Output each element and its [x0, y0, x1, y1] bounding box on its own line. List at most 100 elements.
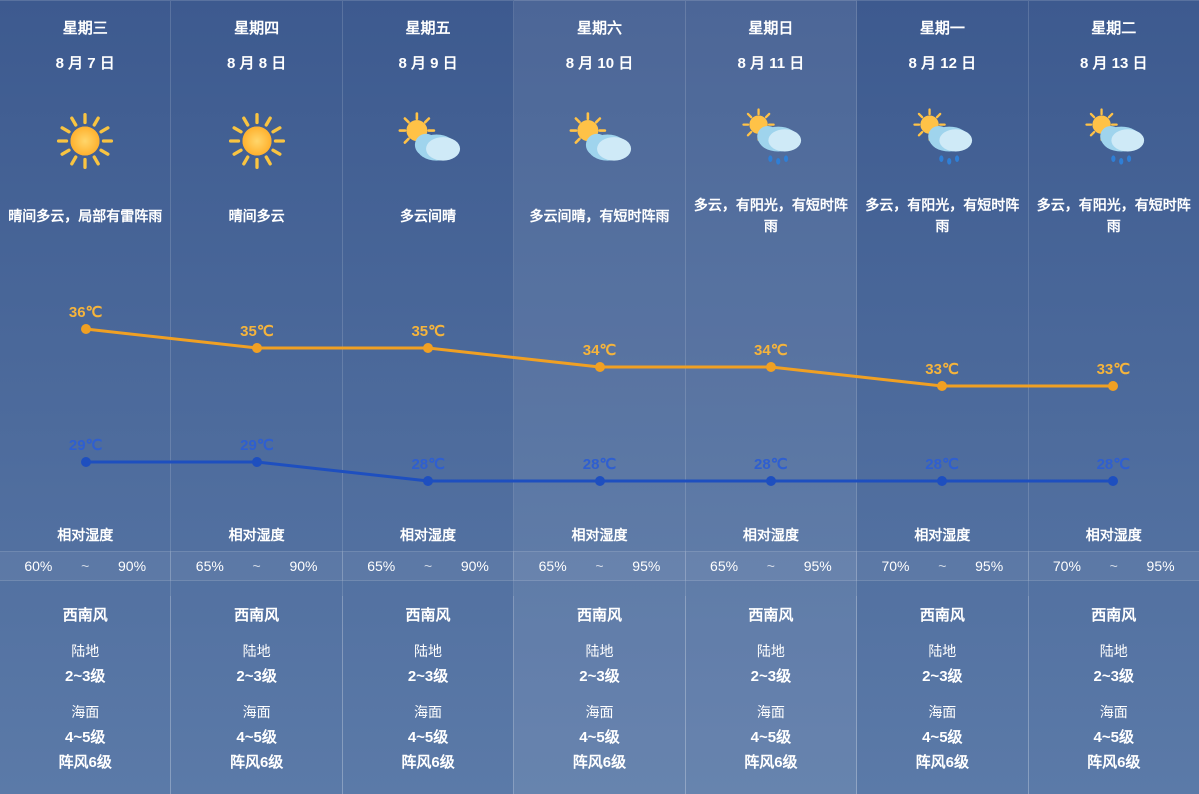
land-level: 2~3级: [751, 665, 791, 686]
humidity-heading: 相对湿度: [1086, 525, 1142, 545]
humidity-min: 70%: [881, 558, 909, 574]
wind-cell: 西南风 陆地 2~3级 海面 4~5级 阵风6级: [343, 596, 514, 794]
gust-level: 阵风6级: [916, 751, 969, 772]
weekday-label: 星期一: [920, 17, 965, 38]
wind-direction: 西南风: [920, 604, 965, 625]
humidity-cell: 65% ~95%: [514, 552, 685, 580]
date-label: 8 月 9 日: [398, 52, 457, 73]
sea-label: 海面: [243, 702, 271, 722]
gust-level: 阵风6级: [1087, 751, 1140, 772]
weather-icon: [392, 103, 464, 179]
land-label: 陆地: [71, 641, 99, 661]
weekday-label: 星期二: [1091, 17, 1136, 38]
humidity-cell: 70% ~95%: [857, 552, 1028, 580]
date-label: 8 月 10 日: [566, 52, 634, 73]
humidity-cell: 65% ~95%: [686, 552, 857, 580]
tilde: ~: [595, 558, 603, 574]
humidity-heading: 相对湿度: [743, 525, 799, 545]
tilde: ~: [767, 558, 775, 574]
weather-icon: [735, 103, 807, 179]
gust-level: 阵风6级: [573, 751, 626, 772]
humidity-row: 60%~90%65%~90%65%~90%65%~95%65%~95%70%~9…: [0, 551, 1199, 581]
tilde: ~: [1110, 558, 1118, 574]
gust-level: 阵风6级: [230, 751, 283, 772]
tilde: ~: [938, 558, 946, 574]
tilde: ~: [424, 558, 432, 574]
sea-label: 海面: [928, 702, 956, 722]
date-label: 8 月 7 日: [56, 52, 115, 73]
weekday-label: 星期四: [234, 17, 279, 38]
sea-label: 海面: [757, 702, 785, 722]
sea-level: 4~5级: [922, 726, 962, 747]
weather-icon: [906, 103, 978, 179]
tilde: ~: [81, 558, 89, 574]
humidity-heading: 相对湿度: [914, 525, 970, 545]
humidity-max: 95%: [975, 558, 1003, 574]
sea-label: 海面: [585, 702, 613, 722]
humidity-heading: 相对湿度: [571, 525, 627, 545]
humidity-cell: 65% ~90%: [171, 552, 342, 580]
wind-direction: 西南风: [1091, 604, 1136, 625]
weather-desc: 多云，有阳光，有短时阵雨: [857, 193, 1027, 239]
humidity-min: 65%: [196, 558, 224, 574]
humidity-heading: 相对湿度: [229, 525, 285, 545]
weekday-label: 星期五: [406, 17, 451, 38]
humidity-min: 60%: [24, 558, 52, 574]
wind-cell: 西南风 陆地 2~3级 海面 4~5级 阵风6级: [0, 596, 171, 794]
humidity-max: 95%: [1147, 558, 1175, 574]
date-label: 8 月 13 日: [1080, 52, 1148, 73]
land-label: 陆地: [757, 641, 785, 661]
humidity-heading: 相对湿度: [57, 525, 113, 545]
land-level: 2~3级: [408, 665, 448, 686]
humidity-max: 90%: [461, 558, 489, 574]
humidity-min: 65%: [367, 558, 395, 574]
humidity-max: 90%: [289, 558, 317, 574]
weekday-label: 星期三: [63, 17, 108, 38]
humidity-min: 65%: [539, 558, 567, 574]
sea-level: 4~5级: [65, 726, 105, 747]
gust-level: 阵风6级: [59, 751, 112, 772]
wind-direction: 西南风: [577, 604, 622, 625]
land-level: 2~3级: [1094, 665, 1134, 686]
weather-desc: 晴间多云: [221, 193, 293, 239]
sea-level: 4~5级: [1094, 726, 1134, 747]
weather-desc: 晴间多云，局部有雷阵雨: [0, 193, 170, 239]
land-label: 陆地: [585, 641, 613, 661]
humidity-min: 65%: [710, 558, 738, 574]
land-level: 2~3级: [65, 665, 105, 686]
wind-cell: 西南风 陆地 2~3级 海面 4~5级 阵风6级: [514, 596, 685, 794]
weekday-label: 星期日: [748, 17, 793, 38]
land-label: 陆地: [928, 641, 956, 661]
land-label: 陆地: [1100, 641, 1128, 661]
humidity-max: 95%: [804, 558, 832, 574]
wind-direction: 西南风: [406, 604, 451, 625]
land-level: 2~3级: [922, 665, 962, 686]
sea-level: 4~5级: [236, 726, 276, 747]
wind-cell: 西南风 陆地 2~3级 海面 4~5级 阵风6级: [171, 596, 342, 794]
weather-desc: 多云间晴，有短时阵雨: [521, 193, 677, 239]
wind-cell: 西南风 陆地 2~3级 海面 4~5级 阵风6级: [686, 596, 857, 794]
humidity-cell: 70% ~95%: [1029, 552, 1199, 580]
humidity-cell: 65% ~90%: [343, 552, 514, 580]
weather-icon: [563, 103, 635, 179]
gust-level: 阵风6级: [401, 751, 454, 772]
wind-block: 西南风 陆地 2~3级 海面 4~5级 阵风6级 西南风 陆地 2~3级 海面 …: [0, 596, 1199, 794]
weather-desc: 多云间晴: [392, 193, 464, 239]
land-level: 2~3级: [236, 665, 276, 686]
tilde: ~: [253, 558, 261, 574]
sea-level: 4~5级: [579, 726, 619, 747]
sea-label: 海面: [71, 702, 99, 722]
weather-icon: [52, 103, 118, 179]
gust-level: 阵风6级: [744, 751, 797, 772]
wind-cell: 西南风 陆地 2~3级 海面 4~5级 阵风6级: [857, 596, 1028, 794]
land-level: 2~3级: [579, 665, 619, 686]
humidity-min: 70%: [1053, 558, 1081, 574]
land-label: 陆地: [243, 641, 271, 661]
weather-desc: 多云，有阳光，有短时阵雨: [686, 193, 856, 239]
wind-direction: 西南风: [63, 604, 108, 625]
sea-level: 4~5级: [408, 726, 448, 747]
wind-direction: 西南风: [748, 604, 793, 625]
weekday-label: 星期六: [577, 17, 622, 38]
humidity-max: 95%: [632, 558, 660, 574]
date-label: 8 月 12 日: [909, 52, 977, 73]
